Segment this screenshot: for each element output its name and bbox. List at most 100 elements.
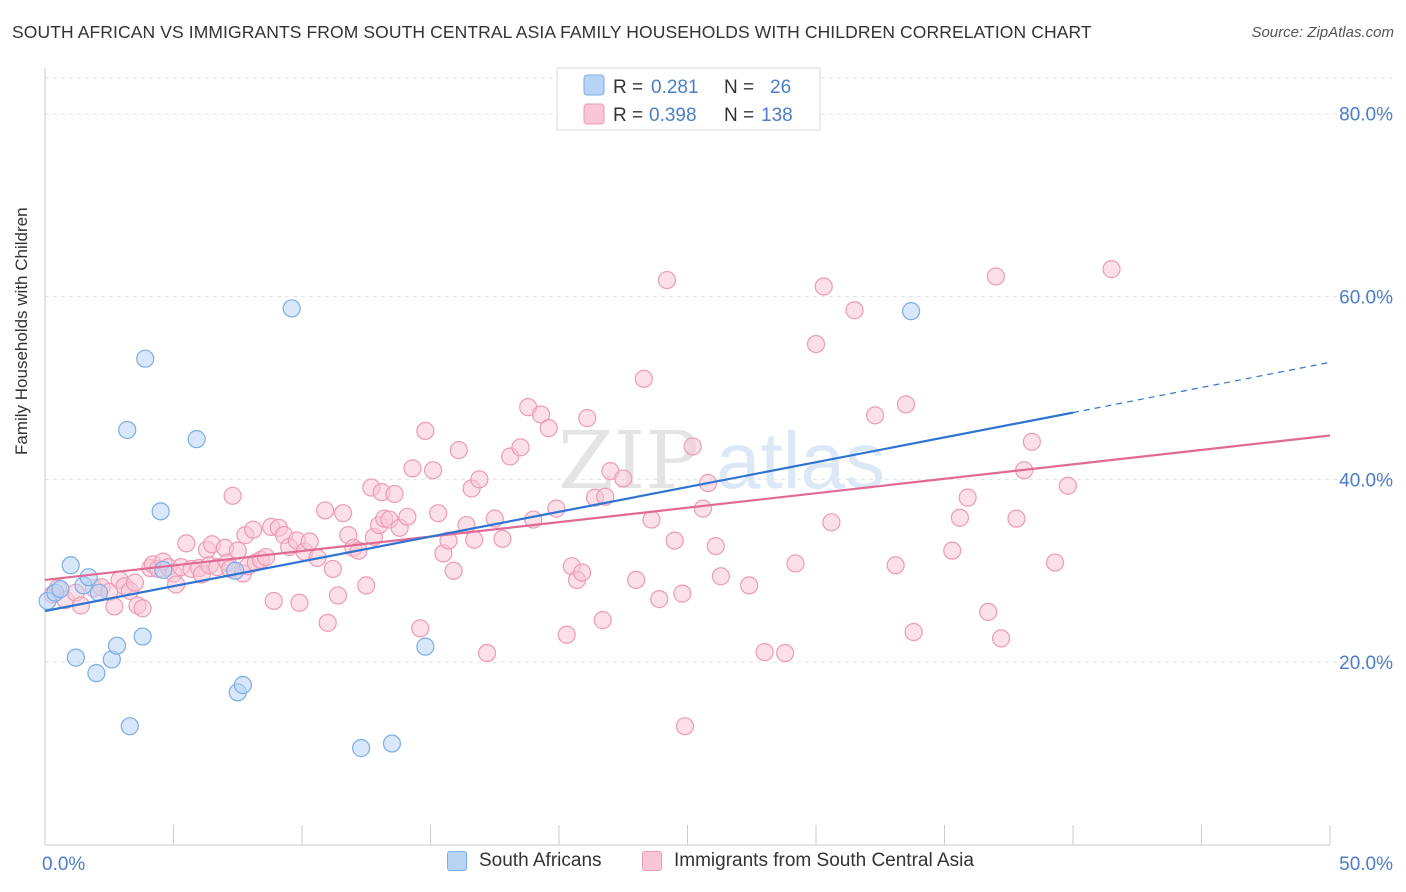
point-immigrants-84 [477, 643, 497, 663]
point-immigrants-112 [683, 437, 702, 456]
point-immigrants-100 [593, 611, 612, 630]
point-immigrants-132 [979, 602, 998, 622]
point-immigrants-57 [334, 504, 353, 523]
point-south-africans-11 [118, 420, 137, 440]
point-immigrants-94 [557, 625, 576, 644]
point-immigrants-139 [1058, 476, 1077, 495]
point-immigrants-92 [539, 419, 558, 438]
point-immigrants-88 [511, 438, 530, 457]
legend-n-value-2: 138 [761, 105, 793, 126]
point-immigrants-111 [675, 717, 695, 736]
point-immigrants-61 [357, 576, 376, 595]
point-immigrants-119 [776, 643, 795, 663]
point-south-africans-6 [79, 568, 98, 587]
legend-n-value-1: 26 [770, 77, 791, 98]
point-immigrants-124 [845, 301, 864, 320]
point-immigrants-51 [300, 532, 319, 551]
point-south-africans-17 [187, 430, 206, 449]
legend-r-label-2: R = [613, 105, 643, 126]
point-immigrants-122 [814, 277, 833, 296]
legend-swatch-pink [642, 851, 662, 871]
legend-n-label-2: N = [724, 105, 754, 126]
point-immigrants-105 [634, 369, 653, 388]
trend-line-south-africans [44, 411, 1074, 613]
point-south-africans-18 [226, 561, 245, 580]
watermark-atlas: atlas [716, 416, 885, 505]
point-immigrants-72 [411, 619, 430, 638]
legend-r-value-2: 0.398 [649, 105, 697, 126]
point-immigrants-130 [950, 508, 970, 527]
y-tick-label-3: 80.0% [1339, 105, 1393, 126]
point-immigrants-23 [177, 534, 196, 553]
point-immigrants-128 [904, 622, 923, 642]
legend-r-value-1: 0.281 [651, 77, 699, 98]
point-immigrants-115 [706, 536, 725, 556]
trend-extension-south-africans [1072, 361, 1331, 414]
point-immigrants-44 [264, 591, 283, 611]
watermark: ZIP atlas [558, 414, 885, 507]
point-immigrants-12 [125, 573, 145, 592]
point-immigrants-103 [614, 469, 633, 488]
point-immigrants-137 [1022, 432, 1041, 451]
legend-bottom: South Africans Immigrants from South Cen… [0, 850, 1406, 880]
legend-stats: R = 0.281 N = 26 R = 0.398 N = 138 [556, 67, 821, 131]
x-tick-label-0: 0.0% [42, 854, 85, 875]
point-immigrants-97 [573, 563, 592, 582]
point-immigrants-106 [642, 510, 661, 529]
point-immigrants-42 [256, 547, 276, 567]
axes [44, 68, 1331, 846]
point-south-africans-2 [51, 579, 70, 599]
trend-line-immigrants [44, 434, 1331, 581]
point-south-africans-3 [61, 556, 80, 575]
legend-label-south-africans: South Africans [479, 850, 602, 871]
point-south-africans-21 [282, 299, 301, 318]
legend-swatch-south-africans [583, 74, 605, 96]
point-immigrants-127 [896, 395, 916, 414]
point-immigrants-123 [822, 513, 841, 532]
point-immigrants-34 [223, 486, 242, 505]
legend-n-label-1: N = [724, 77, 754, 98]
point-immigrants-108 [657, 270, 677, 290]
point-immigrants-125 [866, 406, 885, 425]
point-south-africans-15 [151, 502, 170, 521]
point-immigrants-109 [665, 531, 684, 550]
point-immigrants-134 [991, 629, 1011, 648]
point-immigrants-73 [416, 421, 435, 441]
legend-label-immigrants: Immigrants from South Central Asia [674, 850, 974, 871]
point-immigrants-39 [244, 520, 263, 539]
point-immigrants-120 [786, 554, 805, 573]
y-tick-label-1: 40.0% [1339, 470, 1393, 491]
point-immigrants-138 [1045, 553, 1065, 572]
y-tick-label-2: 60.0% [1339, 288, 1393, 309]
point-immigrants-71 [403, 459, 422, 478]
legend-item-immigrants: Immigrants from South Central Asia [642, 850, 974, 872]
point-immigrants-107 [650, 590, 669, 609]
point-immigrants-75 [429, 504, 448, 523]
point-immigrants-135 [1007, 509, 1026, 528]
point-immigrants-104 [626, 570, 646, 590]
point-immigrants-55 [323, 559, 342, 579]
point-immigrants-68 [385, 484, 404, 504]
point-immigrants-129 [943, 541, 962, 560]
point-immigrants-82 [465, 530, 484, 549]
point-immigrants-70 [398, 507, 417, 526]
x-tick-label-1: 50.0% [1339, 854, 1393, 875]
point-south-africans-12 [120, 717, 139, 736]
point-immigrants-86 [493, 529, 512, 548]
point-immigrants-78 [444, 561, 463, 580]
y-tick-labels: 20.0% 40.0% 60.0% 80.0% [1339, 105, 1393, 674]
point-south-africans-13 [133, 627, 152, 646]
point-immigrants-121 [806, 334, 826, 354]
point-immigrants-91 [531, 405, 551, 424]
chart-title: SOUTH AFRICAN VS IMMIGRANTS FROM SOUTH C… [12, 22, 1092, 42]
point-immigrants-126 [886, 556, 905, 575]
point-south-africans-22 [352, 739, 371, 758]
trend-lines [44, 361, 1331, 613]
point-immigrants-110 [673, 584, 692, 603]
point-immigrants-116 [711, 567, 731, 586]
point-immigrants-133 [986, 267, 1006, 286]
point-south-africans-14 [136, 349, 155, 368]
point-immigrants-131 [958, 488, 977, 507]
point-immigrants-113 [693, 499, 713, 518]
